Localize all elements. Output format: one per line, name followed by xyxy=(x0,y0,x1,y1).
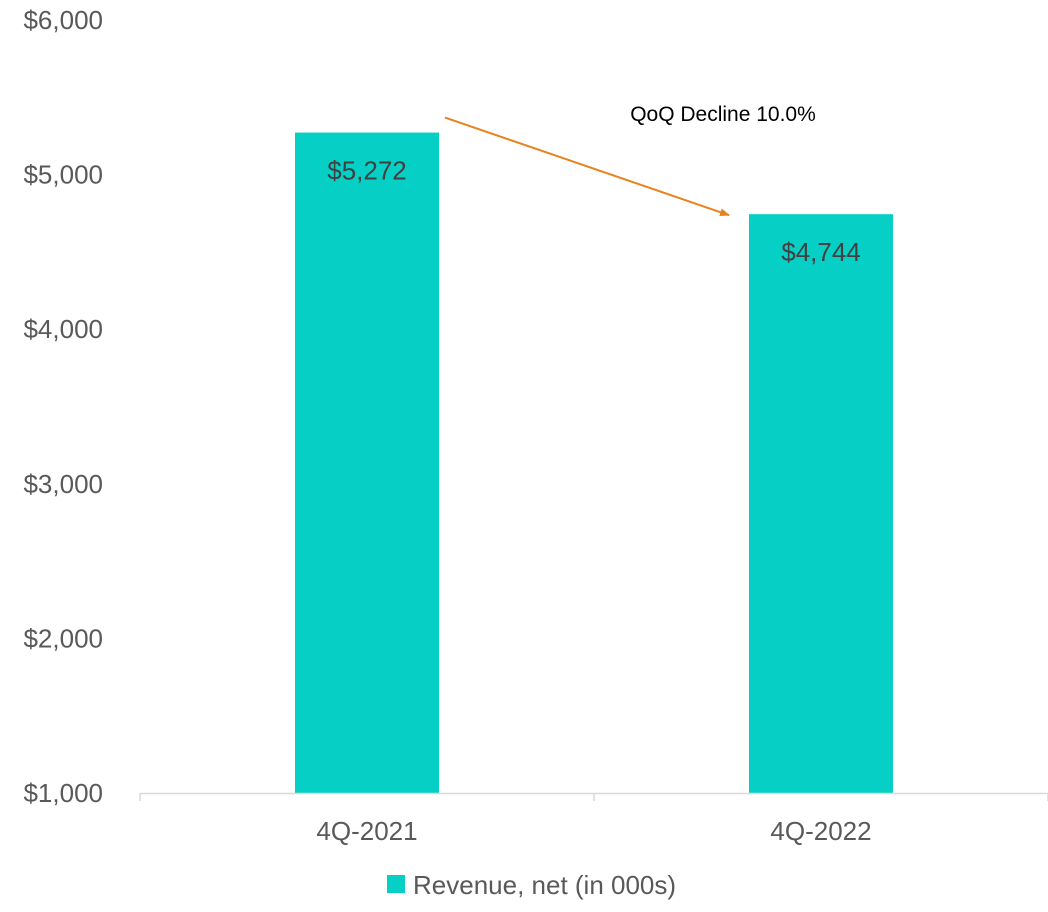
annotation-text: QoQ Decline 10.0% xyxy=(630,103,816,126)
x-tick-label: 4Q-2021 xyxy=(316,816,417,846)
x-axis: 4Q-2021 4Q-2022 xyxy=(139,792,1048,846)
bar-4Q-2021 xyxy=(295,132,439,793)
y-tick-label: $2,000 xyxy=(23,623,103,653)
y-tick-label: $5,000 xyxy=(23,160,103,190)
legend-swatch xyxy=(387,875,405,893)
decline-arrow xyxy=(444,116,730,217)
plot-area: $5,272 $4,744 xyxy=(295,132,893,793)
y-tick-label: $1,000 xyxy=(23,778,103,808)
legend: Revenue, net (in 000s) xyxy=(387,870,676,900)
x-tick-label: 4Q-2022 xyxy=(770,816,871,846)
annotation-layer: QoQ Decline 10.0% xyxy=(444,103,816,217)
y-axis: $1,000 $2,000 $3,000 $4,000 $5,000 $6,000 xyxy=(23,5,103,808)
bar-data-label: $4,744 xyxy=(781,237,861,267)
y-tick-label: $3,000 xyxy=(23,469,103,499)
bar-data-label: $5,272 xyxy=(327,156,407,186)
legend-label: Revenue, net (in 000s) xyxy=(413,870,676,900)
y-tick-label: $6,000 xyxy=(23,5,103,35)
bar-4Q-2022 xyxy=(749,214,893,793)
y-tick-label: $4,000 xyxy=(23,314,103,344)
